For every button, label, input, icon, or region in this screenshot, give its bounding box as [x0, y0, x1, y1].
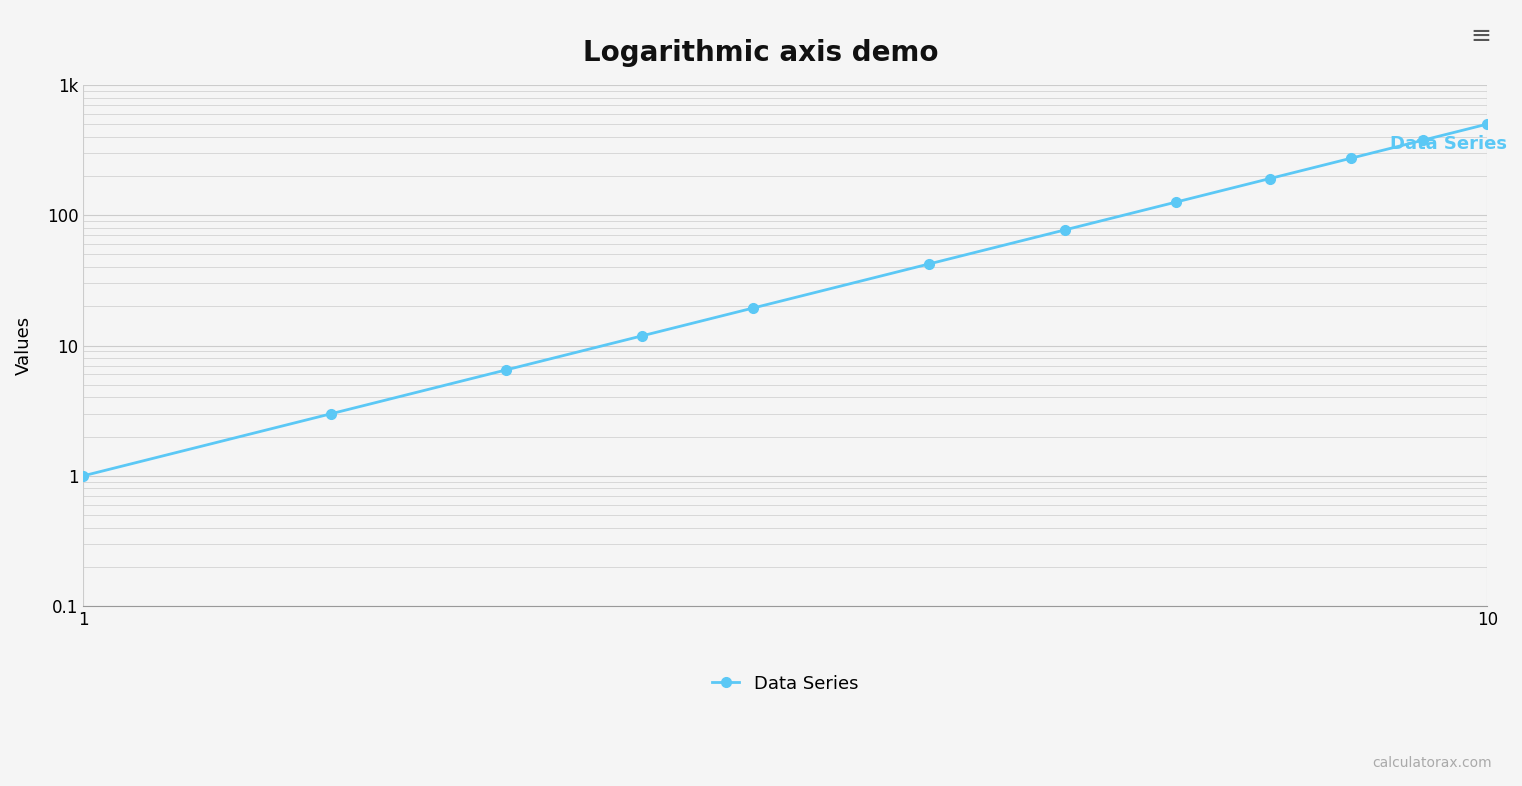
Text: ≡: ≡: [1470, 24, 1492, 48]
Data Series: [1342, 153, 1361, 163]
Data Series: [75, 471, 93, 480]
Data Series: [633, 331, 651, 340]
Legend: Data Series: Data Series: [705, 667, 866, 700]
Y-axis label: Values: Values: [15, 316, 33, 375]
Data Series: [919, 259, 938, 269]
Data Series: [1167, 197, 1186, 207]
Text: Logarithmic axis demo: Logarithmic axis demo: [583, 39, 939, 68]
Data Series: [1478, 119, 1496, 129]
Data Series: [1260, 174, 1278, 183]
Text: Data Series: Data Series: [1390, 135, 1507, 153]
Data Series: [1055, 226, 1073, 235]
Data Series: [744, 303, 763, 313]
Data Series: [496, 365, 514, 375]
Data Series: [1414, 135, 1432, 145]
Line: Data Series: Data Series: [79, 119, 1492, 481]
Data Series: [321, 410, 339, 419]
Text: calculatorax.com: calculatorax.com: [1371, 756, 1492, 770]
